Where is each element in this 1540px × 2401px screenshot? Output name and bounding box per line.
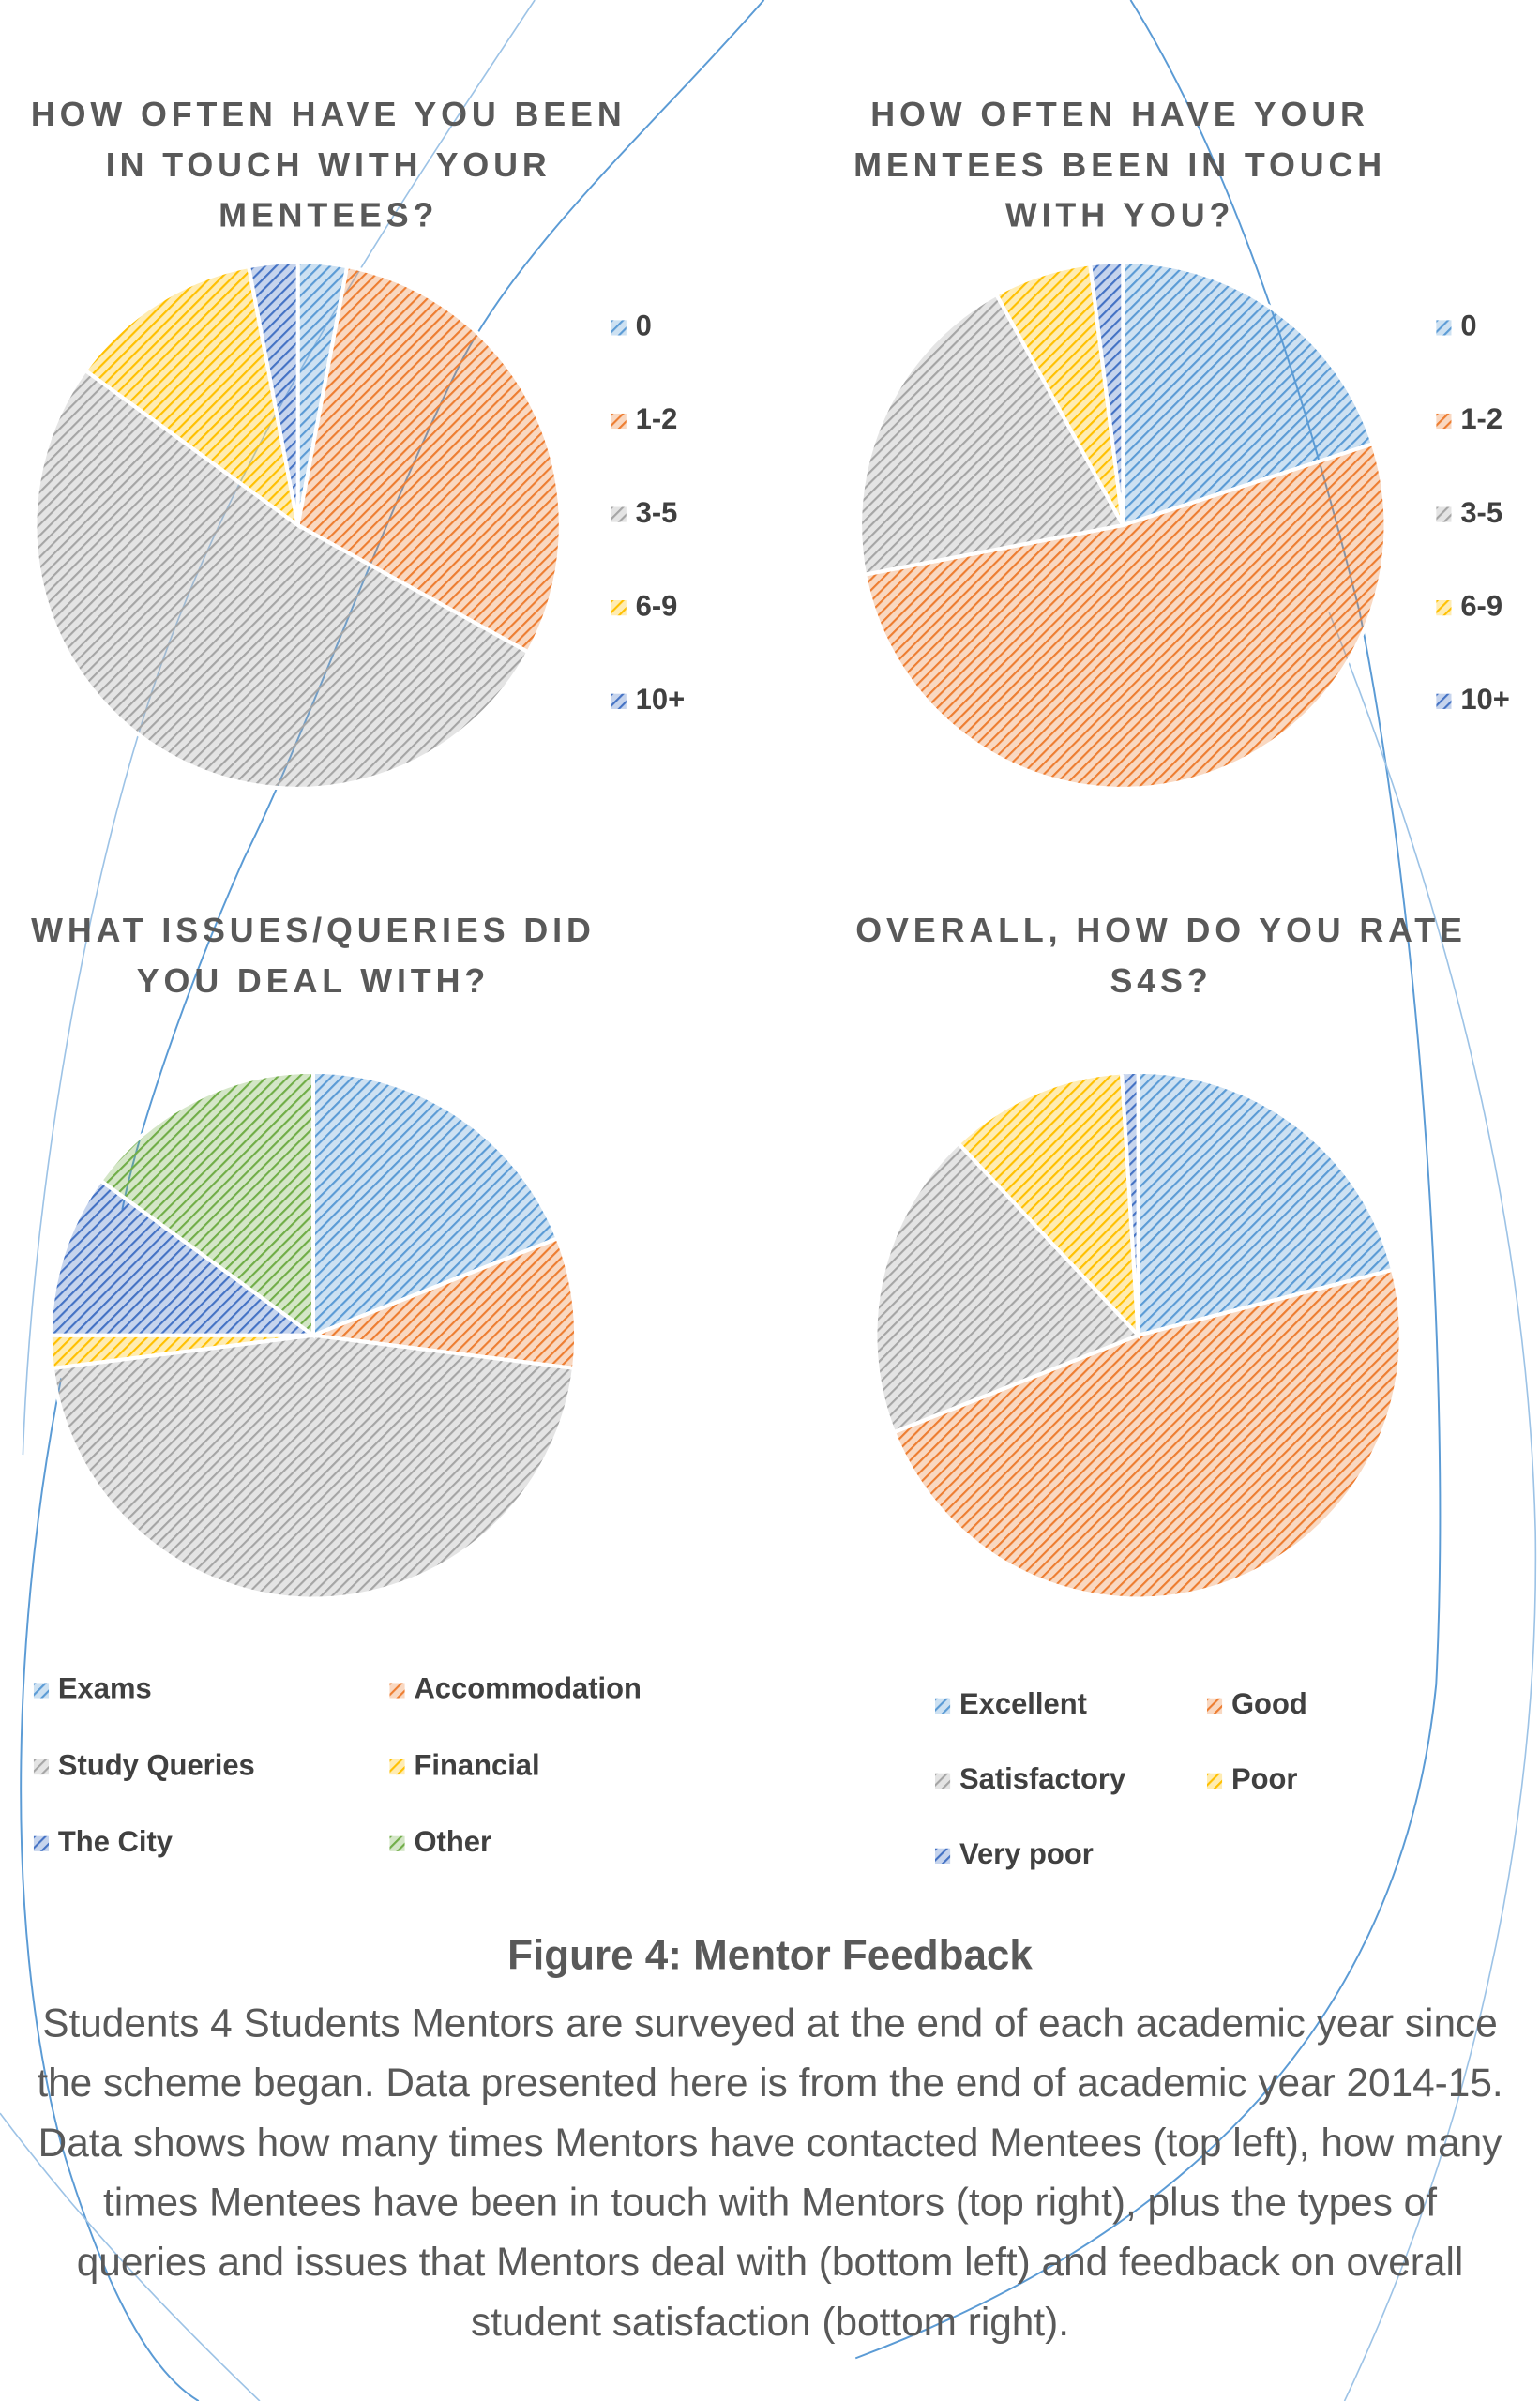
legend-item: 0 — [611, 310, 652, 344]
legend-marker — [389, 1836, 404, 1851]
legend-label: 0 — [636, 310, 652, 344]
legend-label: Other — [414, 1827, 491, 1861]
legend-item: 3-5 — [1436, 498, 1502, 532]
legend-marker — [1436, 600, 1451, 615]
legend-marker — [389, 1759, 404, 1774]
page: Figure 4: Mentor Feedback Students 4 Stu… — [0, 0, 1540, 2401]
legend-item: 6-9 — [1436, 591, 1502, 625]
figure: Figure 4: Mentor Feedback Students 4 Stu… — [0, 0, 1540, 2401]
legend-marker — [1436, 320, 1451, 335]
legend-item: Satisfactory — [935, 1764, 1125, 1798]
pie-slice — [53, 1336, 574, 1599]
legend-marker — [1207, 1699, 1222, 1714]
legend-marker — [34, 1836, 49, 1851]
chart-title: OVERALL, HOW DO YOU RATE S4S? — [833, 905, 1489, 1006]
legend-marker — [935, 1849, 950, 1864]
chart-title: HOW OFTEN HAVE YOU BEEN IN TOUCH WITH YO… — [23, 89, 634, 241]
legend-item: Other — [389, 1827, 491, 1861]
legend-label: The City — [58, 1827, 173, 1861]
legend-label: 6-9 — [636, 591, 678, 625]
legend-item: Poor — [1207, 1764, 1298, 1798]
legend-marker — [611, 414, 627, 429]
legend-marker — [611, 600, 627, 615]
legend-item: 0 — [1436, 310, 1476, 344]
legend-item: 1-2 — [611, 404, 678, 438]
legend-item: 1-2 — [1436, 404, 1502, 438]
legend-label: Poor — [1231, 1764, 1298, 1798]
legend-label: Accommodation — [414, 1674, 641, 1708]
legend-item: The City — [34, 1827, 173, 1861]
legend-label: Excellent — [959, 1689, 1087, 1723]
legend-label: 3-5 — [1460, 498, 1502, 532]
legend-label: Exams — [58, 1674, 152, 1708]
legend-label: Satisfactory — [959, 1764, 1125, 1798]
legend-item: 3-5 — [611, 498, 678, 532]
legend-item: Exams — [34, 1674, 152, 1708]
legend-marker — [1436, 694, 1451, 709]
legend-marker — [1436, 414, 1451, 429]
legend-label: 1-2 — [1460, 404, 1502, 438]
legend-label: 10+ — [636, 685, 686, 718]
caption-title: Figure 4: Mentor Feedback — [0, 1932, 1540, 1980]
legend-label: Financial — [414, 1750, 539, 1784]
chart-title: HOW OFTEN HAVE YOUR MENTEES BEEN IN TOUC… — [845, 89, 1395, 241]
legend-item: Accommodation — [389, 1674, 642, 1708]
legend-item: 10+ — [611, 685, 686, 718]
legend-label: Study Queries — [58, 1750, 255, 1784]
legend-marker — [611, 506, 627, 521]
legend-label: 10+ — [1460, 685, 1510, 718]
legend-marker — [34, 1759, 49, 1774]
legend-marker — [1436, 506, 1451, 521]
legend-marker — [611, 320, 627, 335]
legend-marker — [935, 1774, 950, 1789]
legend-label: Good — [1231, 1689, 1307, 1723]
chart-title: WHAT ISSUES/QUERIES DID YOU DEAL WITH? — [8, 905, 619, 1006]
legend-item: Financial — [389, 1750, 539, 1784]
legend-label: 3-5 — [636, 498, 678, 532]
legend-marker — [34, 1683, 49, 1698]
legend-item: Study Queries — [34, 1750, 255, 1784]
legend-marker — [935, 1699, 950, 1714]
legend-item: Excellent — [935, 1689, 1087, 1723]
legend-marker — [389, 1683, 404, 1698]
legend-item: Very poor — [935, 1839, 1094, 1873]
legend-item: Good — [1207, 1689, 1307, 1723]
caption-text: Students 4 Students Mentors are surveyed… — [37, 1994, 1503, 2352]
legend-item: 10+ — [1436, 685, 1510, 718]
legend-marker — [1207, 1774, 1222, 1789]
legend-label: 0 — [1460, 310, 1476, 344]
legend-item: 6-9 — [611, 591, 678, 625]
legend-label: Very poor — [959, 1839, 1094, 1873]
legend-label: 1-2 — [636, 404, 678, 438]
legend-marker — [611, 694, 627, 709]
legend-label: 6-9 — [1460, 591, 1502, 625]
